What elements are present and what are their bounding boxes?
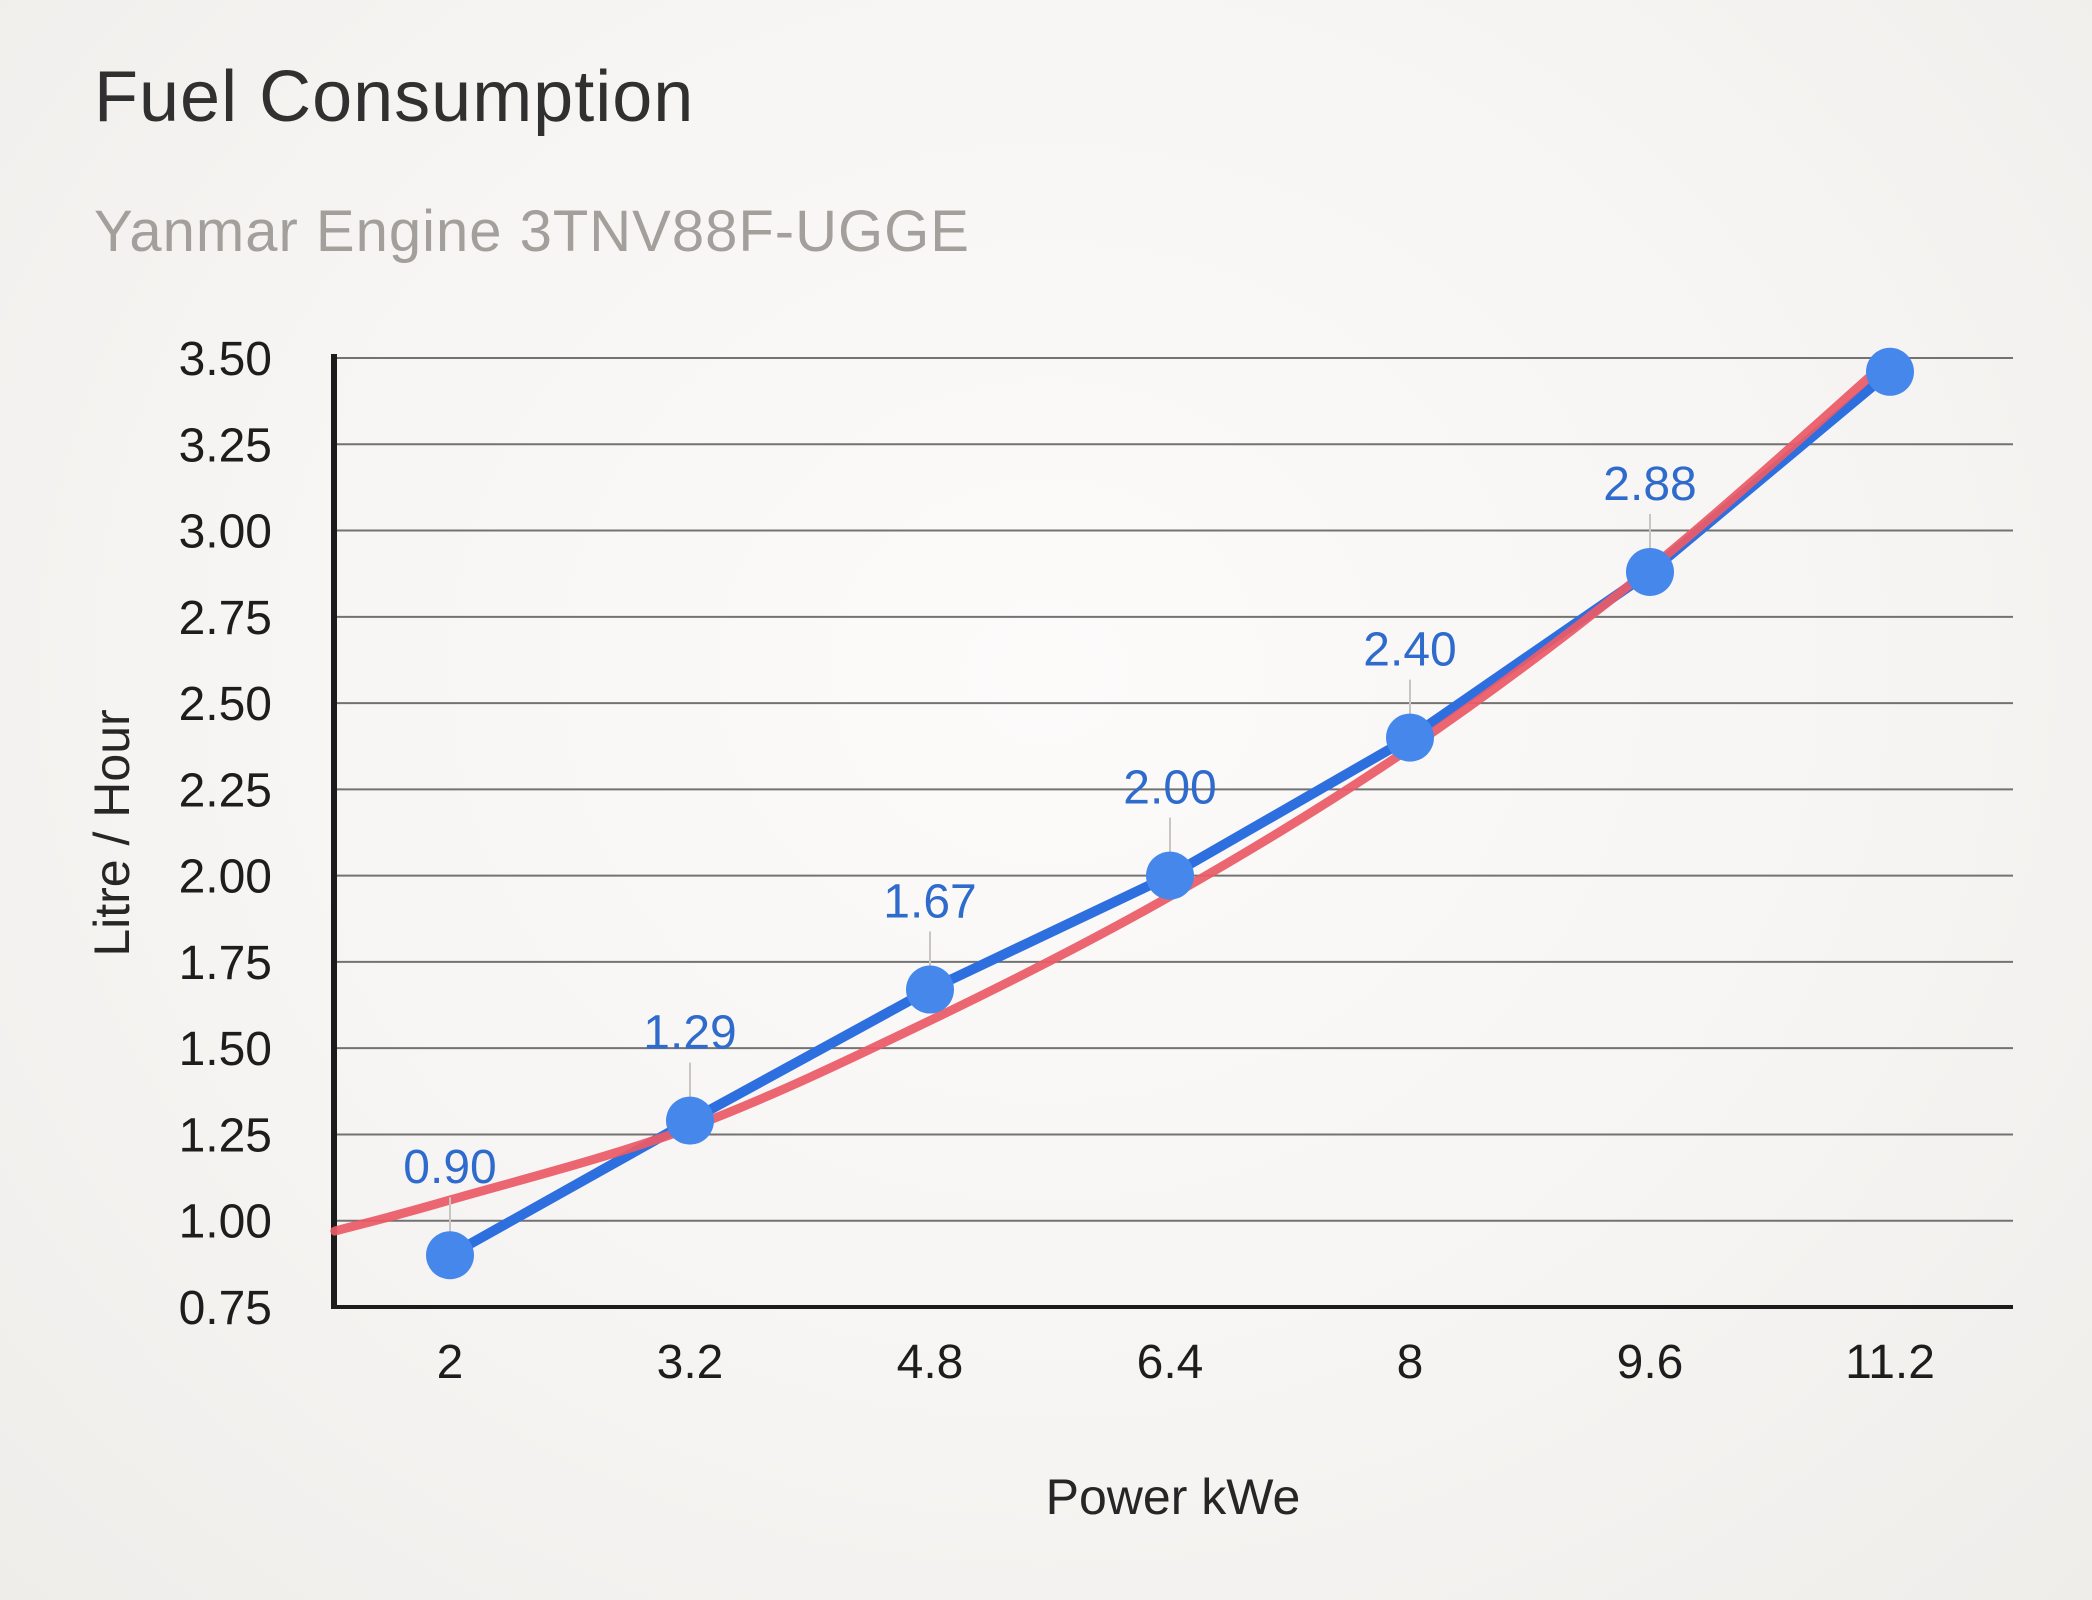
data-point-label: 2.00 xyxy=(1123,762,1216,815)
x-tick-label: 11.2 xyxy=(1845,1336,1935,1389)
y-tick-label: 1.75 xyxy=(179,937,272,990)
y-tick-label: 1.25 xyxy=(179,1109,272,1162)
data-point[interactable] xyxy=(906,965,954,1014)
y-tick-label: 0.75 xyxy=(179,1282,272,1335)
y-tick-label: 1.00 xyxy=(179,1196,272,1249)
y-tick-label: 3.25 xyxy=(179,419,272,472)
data-point-label: 2.40 xyxy=(1363,624,1456,677)
x-tick-label: 8 xyxy=(1397,1336,1424,1389)
data-point[interactable] xyxy=(426,1231,474,1280)
data-point[interactable] xyxy=(1866,347,1914,396)
y-tick-label: 1.50 xyxy=(179,1023,272,1076)
y-tick-label: 3.50 xyxy=(179,333,272,386)
y-tick-label: 3.00 xyxy=(179,506,272,559)
data-point[interactable] xyxy=(1386,713,1434,762)
data-point-label: 0.90 xyxy=(403,1141,496,1194)
x-tick-label: 9.6 xyxy=(1617,1336,1684,1389)
data-point[interactable] xyxy=(1146,851,1194,900)
data-point-label: 1.67 xyxy=(883,876,976,929)
x-tick-label: 6.4 xyxy=(1137,1336,1204,1389)
y-tick-label: 2.25 xyxy=(179,764,272,817)
x-tick-label: 3.2 xyxy=(657,1336,724,1389)
y-tick-label: 2.50 xyxy=(179,678,272,731)
y-tick-label: 2.00 xyxy=(179,851,272,904)
x-tick-label: 4.8 xyxy=(897,1336,964,1389)
y-tick-label: 2.75 xyxy=(179,592,272,645)
data-point-label: 2.88 xyxy=(1603,458,1696,511)
data-point[interactable] xyxy=(666,1096,714,1145)
x-axis-title: Power kWe xyxy=(1045,1469,1301,1525)
data-point-label: 1.29 xyxy=(643,1007,736,1060)
x-tick-label: 2 xyxy=(437,1336,464,1389)
chart-title: Fuel Consumption xyxy=(94,57,695,137)
data-point[interactable] xyxy=(1626,547,1674,596)
chart-subtitle: Yanmar Engine 3TNV88F-UGGE xyxy=(94,199,970,264)
